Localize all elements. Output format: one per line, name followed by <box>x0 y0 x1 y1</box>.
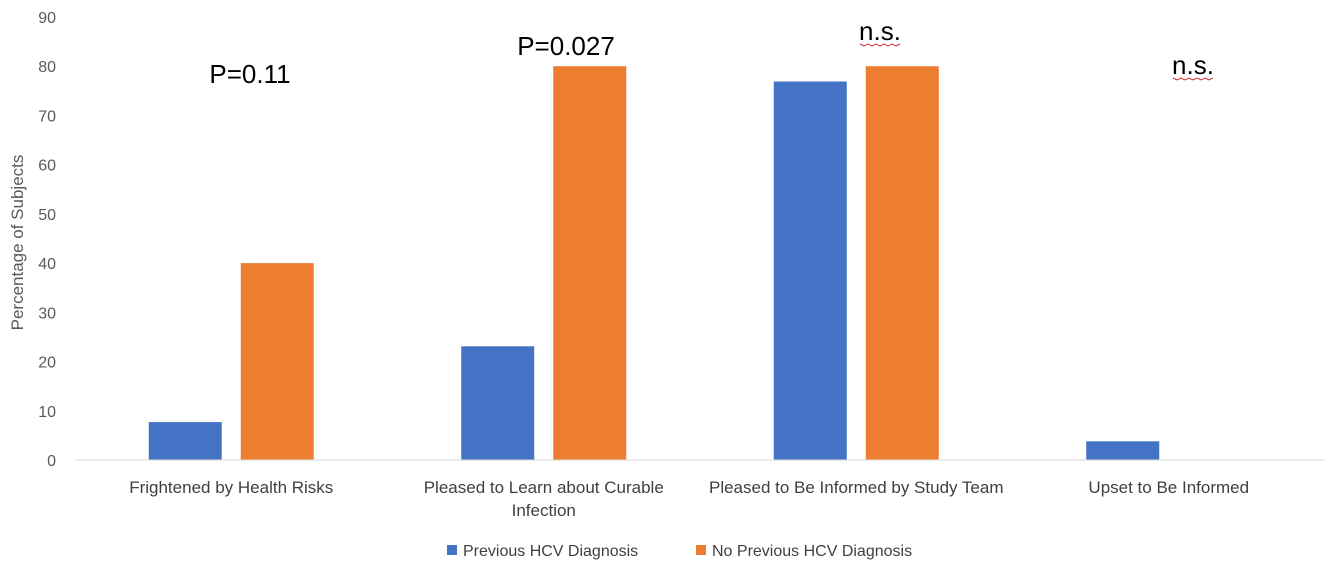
annotations: P=0.11 P=0.027 n.s. n.s. <box>209 16 1214 89</box>
x-category-label: Frightened by Health Risks <box>129 478 333 497</box>
spellcheck-squiggle <box>859 43 901 47</box>
x-category-label: Upset to Be Informed <box>1088 478 1249 497</box>
bars <box>148 66 1160 460</box>
y-tick-label: 0 <box>47 453 56 470</box>
significance-label: n.s. <box>1172 50 1214 80</box>
y-tick-label: 60 <box>38 158 56 175</box>
bar-no-previous-3 <box>865 66 939 460</box>
legend-label: No Previous HCV Diagnosis <box>712 543 912 560</box>
bar-previous-2 <box>461 346 535 460</box>
y-tick-label: 70 <box>38 108 56 125</box>
x-category-label: Pleased to Be Informed by Study Team <box>709 478 1004 497</box>
significance-label: P=0.027 <box>517 31 615 61</box>
y-tick-label: 40 <box>38 256 56 273</box>
y-tick-label: 50 <box>38 207 56 224</box>
y-axis-label: Percentage of Subjects <box>8 155 27 331</box>
y-tick-label: 20 <box>38 355 56 372</box>
legend-swatch <box>447 545 457 555</box>
y-tick-label: 80 <box>38 59 56 76</box>
legend-swatch <box>696 545 706 555</box>
x-category-label: Infection <box>512 501 576 520</box>
y-tick-label: 30 <box>38 305 56 322</box>
y-tick-label: 90 <box>38 10 56 27</box>
bar-no-previous-2 <box>553 66 627 460</box>
y-tick-label: 10 <box>38 404 56 421</box>
significance-label: P=0.11 <box>209 59 290 89</box>
bar-previous-4 <box>1086 441 1160 460</box>
legend-label: Previous HCV Diagnosis <box>463 543 638 560</box>
x-axis: Frightened by Health Risks Pleased to Lea… <box>75 459 1325 520</box>
x-category-label: Pleased to Learn about Curable <box>424 478 664 497</box>
y-axis: 0 10 20 30 40 50 60 70 80 90 Percentage of Subject… <box>8 10 56 470</box>
legend: Previous HCV Diagnosis No Previous HCV Di… <box>447 543 912 560</box>
spellcheck-squiggle <box>1172 77 1214 81</box>
bar-no-previous-1 <box>240 263 314 460</box>
significance-label: n.s. <box>859 16 901 46</box>
bar-previous-1 <box>148 422 222 460</box>
bar-previous-3 <box>773 81 847 460</box>
